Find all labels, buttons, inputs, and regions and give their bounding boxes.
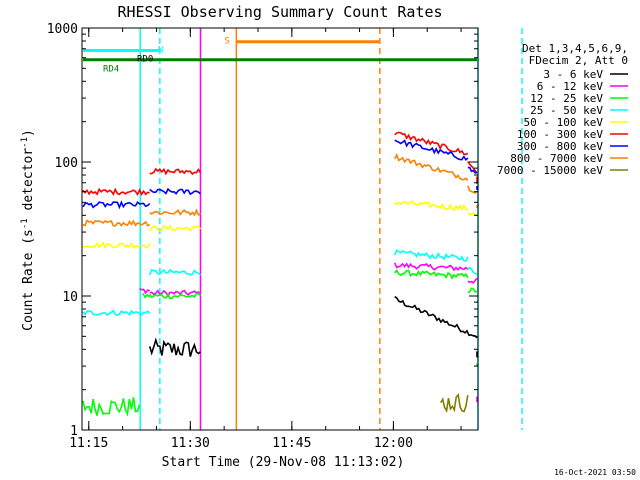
- y-tick-label: 100: [55, 156, 78, 171]
- series-trace-1-0: [139, 287, 150, 295]
- series-trace-6-2: [394, 139, 469, 162]
- series-trace-5-1: [149, 167, 202, 176]
- series-trace-6-1: [149, 187, 202, 196]
- series-trace-5-3: [467, 161, 478, 174]
- y-axis-label-part2: detector: [21, 148, 36, 219]
- series-trace-7-3: [467, 185, 478, 194]
- data-layer: N S RD4 RD0: [82, 28, 523, 430]
- axes-layer: 1 10 100 1000 11:15 11:30 11:45 12:00: [47, 22, 479, 451]
- y-tick-label: 1: [70, 424, 78, 439]
- series-trace-7-0: [82, 219, 151, 227]
- legend-entry-label: 25 - 50 keV: [530, 104, 603, 117]
- flag-label-rd0: RD0: [137, 55, 153, 65]
- series-trace-4-1: [149, 224, 202, 233]
- legend-header-line2: FDecim 2, Att 0: [529, 54, 628, 67]
- y-axis-label-part1: Count Rate (s: [21, 229, 36, 331]
- legend-entry-label: 12 - 25 keV: [530, 92, 603, 105]
- generation-timestamp: 16-Oct-2021 03:50: [554, 468, 636, 477]
- series-trace-6-3: [467, 166, 478, 174]
- series-trace-4-2: [394, 200, 469, 212]
- y-axis-label: Count Rate (s-1 detector-1): [20, 129, 36, 331]
- chart-title: RHESSI Observing Summary Count Rates: [117, 3, 442, 21]
- flag-label-n: N: [158, 45, 163, 55]
- series-trace-3-2: [393, 249, 469, 262]
- legend: Det 1,3,4,5,6,9, FDecim 2, Att 0 3 - 6 k…: [497, 42, 628, 177]
- series-trace-4-3: [467, 211, 478, 216]
- series-trace-2-2: [149, 292, 202, 300]
- series-trace-2-1: [142, 293, 151, 299]
- y-tick-label: 10: [62, 290, 78, 305]
- series-trace-0-1: [394, 296, 478, 339]
- legend-entry-label: 3 - 6 keV: [543, 68, 603, 81]
- x-tick-label: 11:30: [171, 436, 210, 451]
- legend-entry-label: 800 - 7000 keV: [510, 152, 603, 165]
- x-tick-label: 12:00: [374, 436, 413, 451]
- flag-label-s: S: [224, 37, 229, 47]
- y-tick-label: 1000: [47, 22, 78, 37]
- flag-label-rd4: RD4: [103, 65, 119, 75]
- series-trace-1-2: [393, 262, 469, 272]
- series-trace-0-0: [148, 337, 202, 357]
- legend-header-line1: Det 1,3,4,5,6,9,: [522, 42, 628, 55]
- series-trace-3-3: [467, 266, 478, 276]
- series-trace-7-2: [393, 153, 469, 181]
- series-trace-2-4: [467, 287, 478, 294]
- series-trace-5-0: [82, 187, 150, 196]
- series-trace-2-3: [394, 268, 469, 280]
- y-axis-label-part3: ): [21, 129, 36, 137]
- y-axis-label-sup2: -1: [20, 137, 30, 148]
- plot-frame: [81, 27, 479, 431]
- series-trace-1-1: [149, 289, 202, 298]
- series-trace-8-0: [440, 393, 469, 414]
- legend-entry-label: 50 - 100 keV: [524, 116, 604, 129]
- series-trace-3-0: [82, 309, 151, 317]
- series-trace-7-1: [149, 208, 201, 217]
- legend-entry-label: 6 - 12 keV: [537, 80, 604, 93]
- x-tick-label: 11:45: [272, 436, 311, 451]
- series-trace-3-1: [148, 268, 202, 276]
- legend-entry-label: 300 - 800 keV: [517, 140, 603, 153]
- series-trace-1-3: [467, 277, 478, 284]
- legend-entry-label: 100 - 300 keV: [517, 128, 603, 141]
- series-trace-4-0: [82, 241, 151, 250]
- y-axis-label-sup1: -1: [20, 218, 30, 229]
- series-trace-5-2: [394, 131, 469, 156]
- series-trace-6-0: [82, 200, 151, 210]
- legend-entry-label: 7000 - 15000 keV: [497, 164, 603, 177]
- x-tick-label: 11:15: [69, 436, 108, 451]
- series-trace-2-0: [82, 397, 141, 417]
- x-axis-label: Start Time (29-Nov-08 11:13:02): [162, 455, 405, 470]
